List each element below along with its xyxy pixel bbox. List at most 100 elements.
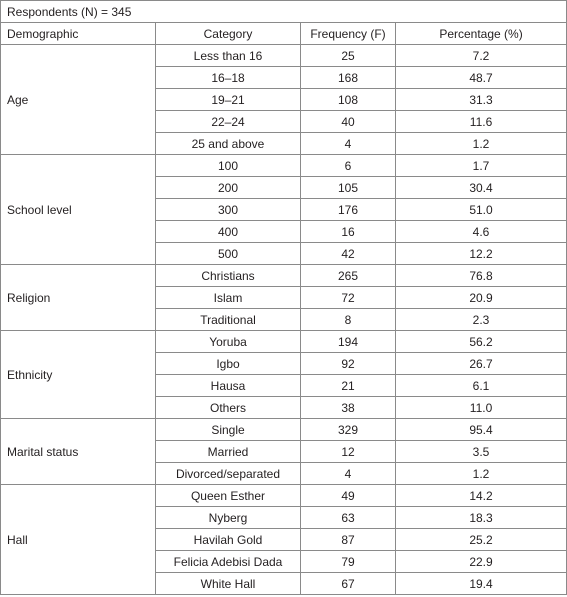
category-cell: 300 (155, 198, 301, 221)
data-row: Igbo 92 26.7 (1, 352, 567, 375)
category-cell: Hausa (155, 374, 301, 397)
category-cell: 16–18 (155, 66, 301, 89)
percentage-cell: 51.0 (394, 198, 567, 221)
frequency-cell: 92 (300, 352, 396, 375)
frequency-cell: 329 (300, 418, 396, 441)
frequency-cell: 63 (300, 506, 396, 529)
category-cell: Divorced/separated (155, 462, 301, 485)
percentage-cell: 1.7 (394, 154, 567, 177)
frequency-cell: 42 (300, 242, 396, 265)
frequency-cell: 38 (300, 396, 396, 419)
percentage-cell: 14.2 (394, 484, 567, 507)
data-row: Divorced/separated 4 1.2 (1, 462, 567, 485)
percentage-cell: 3.5 (394, 440, 567, 463)
category-cell: Islam (155, 286, 301, 309)
percentage-cell: 31.3 (394, 88, 567, 111)
data-row: 25 and above 4 1.2 (1, 132, 567, 155)
frequency-cell: 72 (300, 286, 396, 309)
demographic-cell: Ethnicity (0, 330, 156, 419)
demographic-cell: Hall (0, 484, 156, 595)
percentage-cell: 22.9 (394, 550, 567, 573)
category-cell: Felicia Adebisi Dada (155, 550, 301, 573)
percentage-cell: 4.6 (394, 220, 567, 243)
data-row: Havilah Gold 87 25.2 (1, 528, 567, 551)
percentage-cell: 56.2 (394, 330, 567, 353)
percentage-cell: 11.0 (394, 396, 567, 419)
frequency-cell: 25 (300, 44, 396, 67)
category-cell: 22–24 (155, 110, 301, 133)
frequency-cell: 79 (300, 550, 396, 573)
demographic-cell: Marital status (0, 418, 156, 485)
data-row: Age Less than 16 25 7.2 (0, 44, 567, 155)
data-row: Ethnicity Yoruba 194 56.2 (0, 330, 567, 419)
category-cell: Queen Esther (155, 484, 301, 507)
column-header: Frequency (F) (300, 22, 396, 45)
frequency-cell: 40 (300, 110, 396, 133)
column-header: Percentage (%) (394, 22, 567, 45)
data-row: White Hall 67 19.4 (1, 572, 567, 595)
percentage-cell: 6.1 (394, 374, 567, 397)
frequency-cell: 49 (300, 484, 396, 507)
table-title: Respondents (N) = 345 (0, 0, 567, 23)
category-cell: Traditional (155, 308, 301, 331)
frequency-cell: 16 (300, 220, 396, 243)
category-cell: Less than 16 (155, 44, 301, 67)
column-header: Demographic (0, 22, 156, 45)
category-cell: 100 (155, 154, 301, 177)
frequency-cell: 67 (300, 572, 396, 595)
frequency-cell: 105 (300, 176, 396, 199)
category-cell: 400 (155, 220, 301, 243)
frequency-cell: 108 (300, 88, 396, 111)
percentage-cell: 18.3 (394, 506, 567, 529)
percentage-cell: 25.2 (394, 528, 567, 551)
category-cell: Yoruba (155, 330, 301, 353)
category-cell: Single (155, 418, 301, 441)
category-cell: Others (155, 396, 301, 419)
percentage-cell: 7.2 (394, 44, 567, 67)
frequency-cell: 168 (300, 66, 396, 89)
title-row: Respondents (N) = 345 (0, 0, 567, 23)
header-row: Demographic Category Frequency (F) Percenta… (0, 22, 567, 45)
data-row: Hall Queen Esther 49 14.2 (0, 484, 567, 595)
column-header: Category (155, 22, 301, 45)
data-row: Marital status Single 329 95.4 (0, 418, 567, 485)
category-cell: Igbo (155, 352, 301, 375)
demographic-cell: Religion (0, 264, 156, 331)
percentage-cell: 20.9 (394, 286, 567, 309)
percentage-cell: 11.6 (394, 110, 567, 133)
demographic-cell: School level (0, 154, 156, 265)
frequency-cell: 12 (300, 440, 396, 463)
percentage-cell: 12.2 (394, 242, 567, 265)
data-row: 19–21 108 31.3 (1, 88, 567, 111)
category-cell: Christians (155, 264, 301, 287)
category-cell: 19–21 (155, 88, 301, 111)
data-row: Nyberg 63 18.3 (1, 506, 567, 529)
data-row: Felicia Adebisi Dada 79 22.9 (1, 550, 567, 573)
percentage-cell: 30.4 (394, 176, 567, 199)
percentage-cell: 95.4 (394, 418, 567, 441)
data-row: Traditional 8 2.3 (1, 308, 567, 331)
percentage-cell: 2.3 (394, 308, 567, 331)
frequency-cell: 8 (300, 308, 396, 331)
frequency-cell: 4 (300, 132, 396, 155)
frequency-cell: 4 (300, 462, 396, 485)
category-cell: Married (155, 440, 301, 463)
frequency-cell: 176 (300, 198, 396, 221)
category-cell: Nyberg (155, 506, 301, 529)
percentage-cell: 48.7 (394, 66, 567, 89)
percentage-cell: 76.8 (394, 264, 567, 287)
data-row: Islam 72 20.9 (1, 286, 567, 309)
percentage-cell: 19.4 (394, 572, 567, 595)
category-cell: 500 (155, 242, 301, 265)
percentage-cell: 1.2 (394, 462, 567, 485)
frequency-cell: 6 (300, 154, 396, 177)
category-cell: White Hall (155, 572, 301, 595)
data-row: Religion Christians 265 76.8 (0, 264, 567, 331)
percentage-cell: 1.2 (394, 132, 567, 155)
data-row: Married 12 3.5 (1, 440, 567, 463)
category-cell: 25 and above (155, 132, 301, 155)
frequency-cell: 194 (300, 330, 396, 353)
